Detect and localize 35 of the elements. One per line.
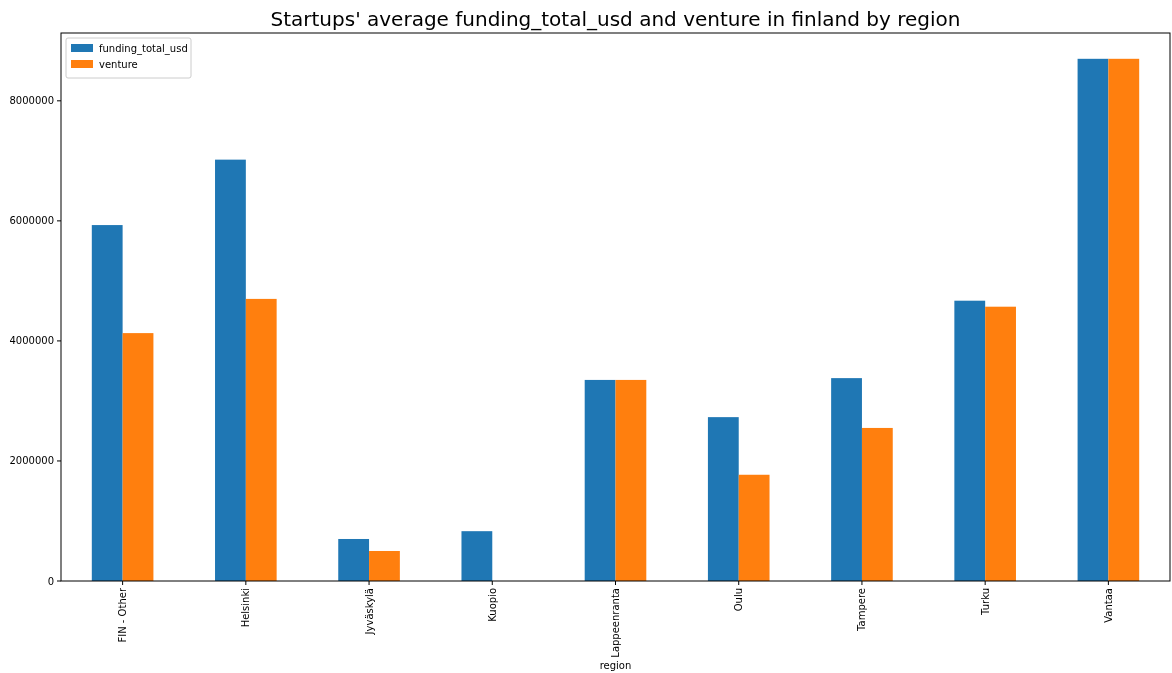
y-tick-label: 6000000	[9, 215, 54, 227]
bar	[338, 538, 370, 581]
bar	[861, 427, 893, 581]
x-tick-label: Kuopio	[486, 588, 498, 622]
x-tick-label: FIN - Other	[117, 587, 129, 643]
bar	[584, 379, 616, 581]
x-tick-label: Oulu	[733, 588, 745, 612]
bar	[461, 531, 493, 581]
bar	[707, 417, 739, 581]
bar	[831, 378, 862, 581]
chart-title: Startups' average funding_total_usd and venture in finland by region	[270, 7, 961, 31]
bar	[1108, 58, 1140, 581]
x-tick-label: Jyväskylä	[363, 588, 375, 636]
bar	[1077, 58, 1109, 581]
y-tick-label: 2000000	[9, 455, 54, 467]
bar	[245, 298, 277, 581]
y-tick-label: 8000000	[9, 95, 54, 107]
y-tick-label: 0	[47, 575, 54, 587]
x-tick-label: Vantaa	[1102, 588, 1114, 623]
bar	[91, 225, 123, 581]
x-tick-label: Helsinki	[240, 588, 252, 628]
x-axis-title: region	[599, 660, 632, 671]
legend-label: venture	[99, 58, 138, 70]
bar	[738, 474, 770, 581]
x-tick-label: Tampere	[856, 588, 868, 632]
bar	[985, 306, 1016, 581]
x-tick-label: Turku	[979, 588, 991, 616]
bar	[954, 300, 986, 581]
y-tick-label: 4000000	[9, 335, 54, 347]
legend-label: funding_total_usd	[99, 42, 188, 55]
bar	[369, 550, 400, 581]
bar	[122, 333, 154, 581]
bar	[215, 159, 246, 581]
bar	[615, 379, 647, 581]
x-tick-label: Lappeenranta	[610, 588, 621, 658]
